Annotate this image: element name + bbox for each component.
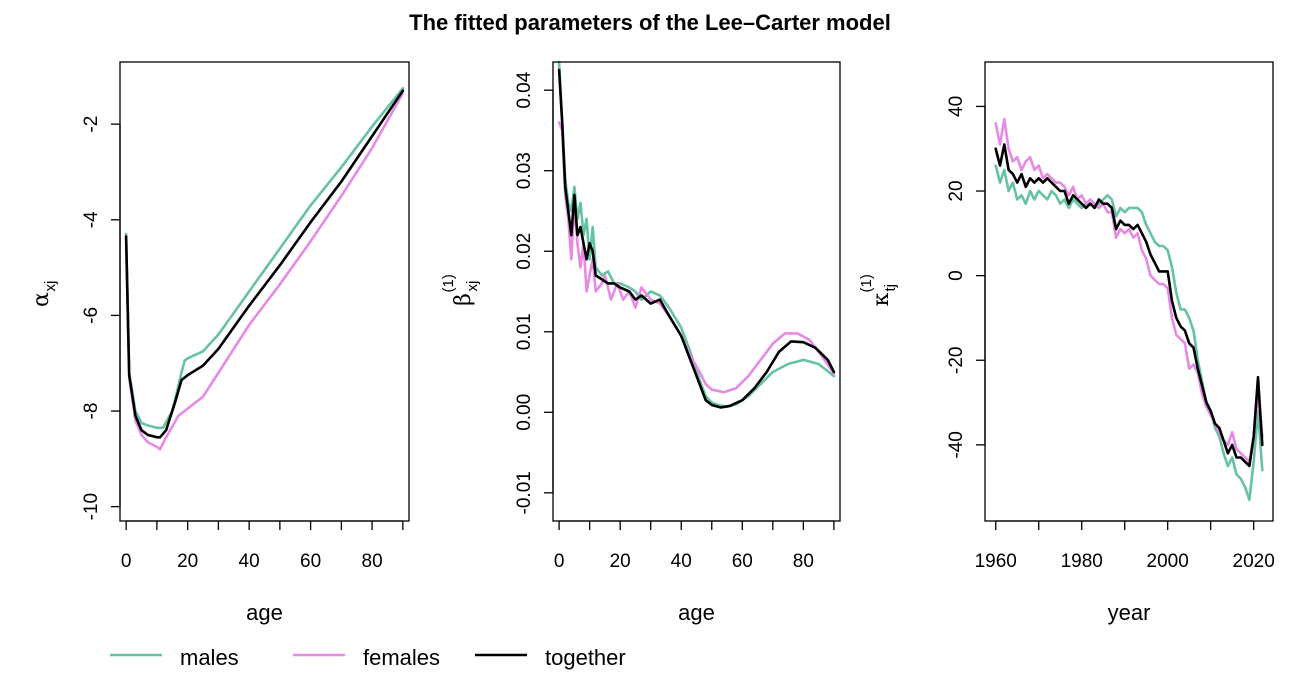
y-label-superscript: (1)	[858, 274, 875, 292]
x-tick-label: 40	[239, 551, 260, 572]
y-label-symbol: β	[451, 293, 476, 306]
x-tick-label: 1960	[975, 551, 1017, 572]
figure-title: The fitted parameters of the Lee–Carter …	[409, 10, 891, 35]
legend: males females together	[110, 645, 626, 670]
y-label-symbol: κ	[869, 292, 894, 306]
x-tick-label: 1980	[1061, 551, 1103, 572]
panel-kappa: 1960 1980 2000 2020 year -40 -20 0 20 40 κtj (1)	[858, 61, 1275, 625]
x-axis-label: age	[678, 600, 715, 625]
x-tick-label: 20	[610, 551, 631, 572]
y-tick-label: -8	[81, 403, 102, 420]
legend-label-males: males	[180, 645, 239, 670]
series-males-line	[124, 87, 405, 430]
series-females-line	[994, 117, 1264, 464]
x-tick-label: 2020	[1233, 551, 1275, 572]
y-tick-label: 0.02	[514, 233, 535, 270]
y-tick-label: 0.03	[514, 152, 535, 189]
y-tick-label: 0	[946, 270, 967, 281]
series-males-line	[994, 164, 1264, 502]
y-axis-label: βxj (1)	[440, 274, 481, 306]
y-tick-label: 0.01	[514, 313, 535, 350]
y-tick-label: -40	[946, 431, 967, 458]
x-tick-label: 40	[671, 551, 692, 572]
x-tick-label: 80	[793, 551, 814, 572]
y-tick-label: -0.01	[514, 471, 535, 514]
y-label-superscript: (1)	[440, 274, 457, 292]
x-tick-label: 20	[177, 551, 198, 572]
series-together-line	[124, 89, 405, 439]
y-tick-label: 20	[946, 180, 967, 201]
legend-label-together: together	[545, 645, 626, 670]
y-tick-label: 0.00	[514, 394, 535, 431]
y-axis-label: κtj (1)	[858, 274, 899, 306]
series-together-line	[994, 143, 1264, 468]
y-tick-label: -2	[81, 116, 102, 133]
y-tick-label: -20	[946, 347, 967, 374]
y-label-symbol: α	[29, 292, 54, 307]
legend-label-females: females	[363, 645, 440, 670]
panel-alpha: 0 20 40 60 80 age -10 -8 -6 -4 -2 αxj	[29, 61, 410, 625]
y-tick-label: -4	[81, 211, 102, 228]
panel-beta: 0 20 40 60 80 age -0.01 0.00 0.01 0.02 0.03 0.04 βxj…	[440, 60, 841, 625]
series-females-line	[557, 121, 836, 394]
x-tick-label: 0	[554, 551, 565, 572]
x-axis-label: year	[1108, 600, 1151, 625]
x-axis-label: age	[246, 600, 283, 625]
series-females-line	[124, 91, 405, 451]
x-tick-label: 0	[121, 551, 132, 572]
y-axis-label: αxj	[29, 281, 59, 307]
y-label-subscript: xj	[464, 281, 481, 292]
series-males-line	[557, 60, 836, 408]
y-tick-label: -6	[81, 307, 102, 324]
y-label-subscript: tj	[882, 284, 899, 292]
x-tick-label: 80	[362, 551, 383, 572]
series-together-line	[557, 68, 836, 409]
y-tick-label: 0.04	[514, 71, 535, 108]
y-label-subscript: xj	[42, 281, 59, 292]
x-tick-label: 60	[732, 551, 753, 572]
x-tick-label: 60	[300, 551, 321, 572]
x-tick-label: 2000	[1147, 551, 1189, 572]
y-tick-label: 40	[946, 96, 967, 117]
plot-frame	[119, 61, 410, 522]
y-tick-label: -10	[81, 493, 102, 520]
